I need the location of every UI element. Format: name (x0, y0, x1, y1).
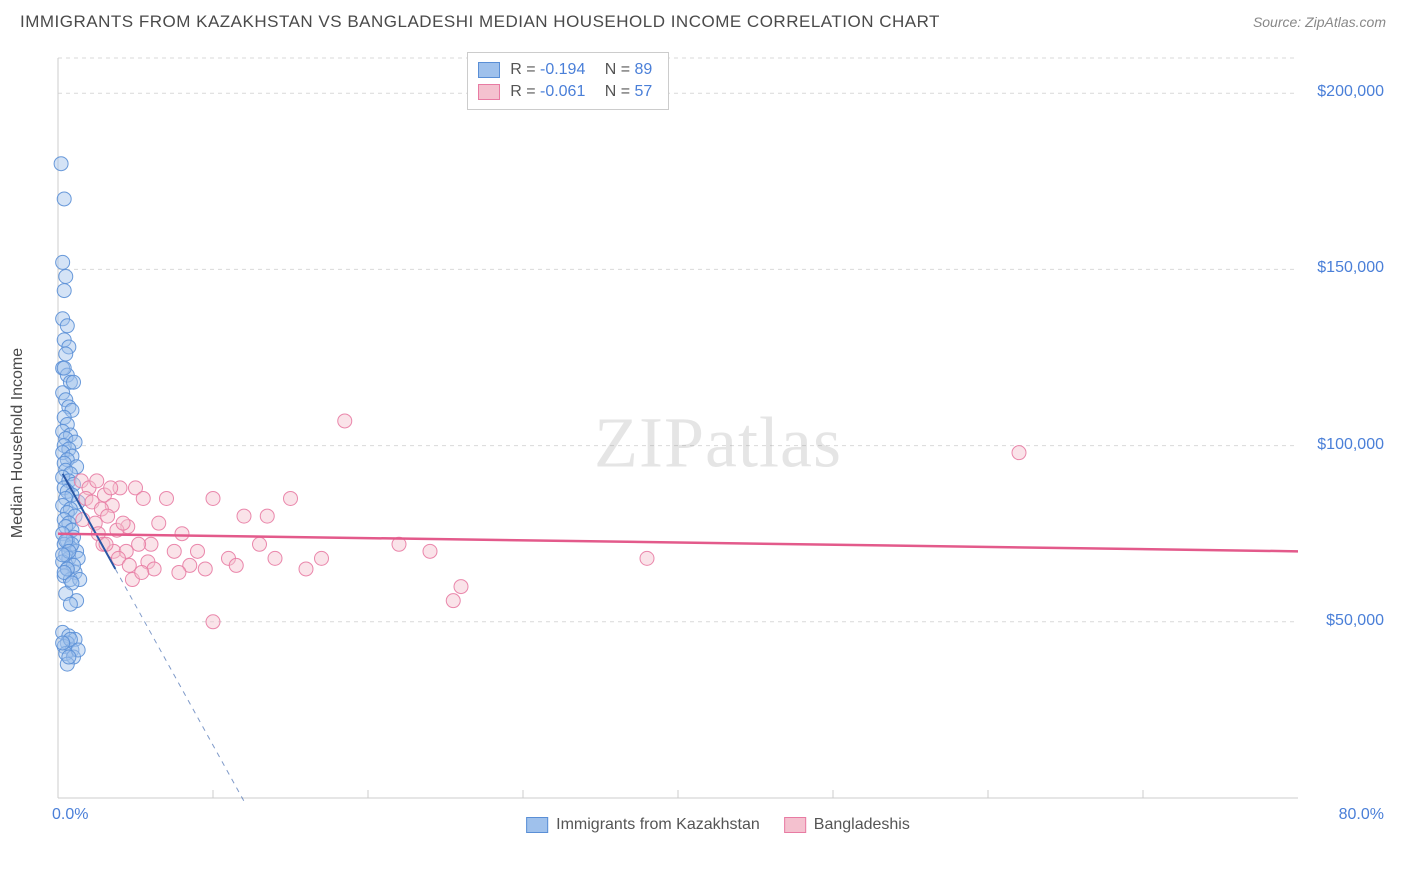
y-tick-label: $200,000 (1317, 83, 1384, 101)
legend-label: Bangladeshis (814, 816, 910, 834)
legend-bottom: Immigrants from Kazakhstan Bangladeshis (526, 816, 910, 834)
y-tick-label: $150,000 (1317, 259, 1384, 277)
y-tick-label: $100,000 (1317, 436, 1384, 454)
series-swatch (478, 62, 500, 78)
legend-item: Bangladeshis (784, 816, 910, 834)
y-axis-label: Median Household Income (9, 348, 27, 538)
legend-label: Immigrants from Kazakhstan (556, 816, 760, 834)
scatter-plot (48, 48, 1388, 838)
stats-box: R = -0.194 N = 89R = -0.061 N = 57 (467, 52, 669, 110)
chart-area: Median Household Income ZIPatlas R = -0.… (48, 48, 1388, 838)
x-tick-min: 0.0% (52, 806, 88, 824)
y-tick-label: $50,000 (1326, 612, 1384, 630)
series-swatch (526, 817, 548, 833)
stats-row: R = -0.194 N = 89 (478, 59, 658, 81)
series-swatch (478, 84, 500, 100)
x-tick-max: 80.0% (1339, 806, 1384, 824)
source-attribution: Source: ZipAtlas.com (1253, 14, 1386, 30)
legend-item: Immigrants from Kazakhstan (526, 816, 760, 834)
series-swatch (784, 817, 806, 833)
chart-title: IMMIGRANTS FROM KAZAKHSTAN VS BANGLADESH… (20, 12, 940, 32)
stats-row: R = -0.061 N = 57 (478, 81, 658, 103)
header: IMMIGRANTS FROM KAZAKHSTAN VS BANGLADESH… (0, 0, 1406, 40)
